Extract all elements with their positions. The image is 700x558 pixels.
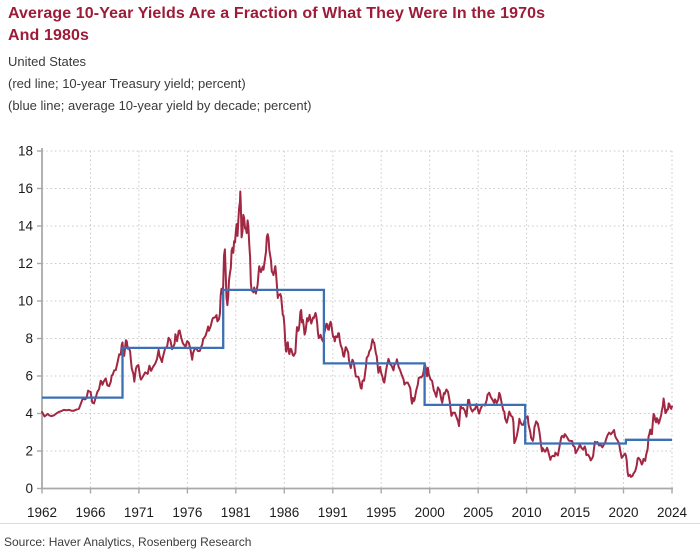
treasury-yield-line xyxy=(41,190,673,478)
x-tick-label: 2024 xyxy=(657,505,688,520)
y-tick-label: 16 xyxy=(18,181,33,196)
y-tick-label: 18 xyxy=(18,144,33,159)
x-tick-label: 2015 xyxy=(560,505,590,520)
chart-subtitle: United States xyxy=(8,54,87,69)
y-tick-label: 4 xyxy=(25,406,33,421)
source-note: Source: Haver Analytics, Rosenberg Resea… xyxy=(4,535,252,549)
page-title-line2: And 1980s xyxy=(8,27,89,44)
legend-blue-line-label: (blue line; average 10-year yield by dec… xyxy=(8,98,312,113)
x-tick-label: 1971 xyxy=(124,505,154,520)
x-tick-label: 1962 xyxy=(27,505,57,520)
x-tick-label: 1976 xyxy=(172,505,202,520)
x-tick-label: 2010 xyxy=(512,505,542,520)
y-tick-label: 2 xyxy=(25,444,33,459)
y-tick-label: 6 xyxy=(25,369,33,384)
legend-red-line-label: (red line; 10-year Treasury yield; perce… xyxy=(8,76,246,91)
decade-average-line xyxy=(42,288,672,445)
y-tick-label: 10 xyxy=(18,294,33,309)
page-title-line1: Average 10-Year Yields Are a Fraction of… xyxy=(8,5,546,22)
x-tick-label: 1991 xyxy=(318,505,348,520)
bottom-divider xyxy=(0,523,700,524)
x-tick-label: 2005 xyxy=(463,505,493,520)
y-tick-label: 14 xyxy=(18,219,34,234)
y-tick-label: 12 xyxy=(18,256,33,271)
x-tick-label: 1995 xyxy=(366,505,396,520)
x-tick-label: 1986 xyxy=(269,505,299,520)
y-tick-label: 8 xyxy=(25,331,33,346)
x-tick-label: 1981 xyxy=(221,505,251,520)
x-tick-label: 2020 xyxy=(608,505,638,520)
y-tick-label: 0 xyxy=(25,481,33,496)
x-tick-label: 1966 xyxy=(75,505,105,520)
x-tick-label: 2000 xyxy=(415,505,445,520)
